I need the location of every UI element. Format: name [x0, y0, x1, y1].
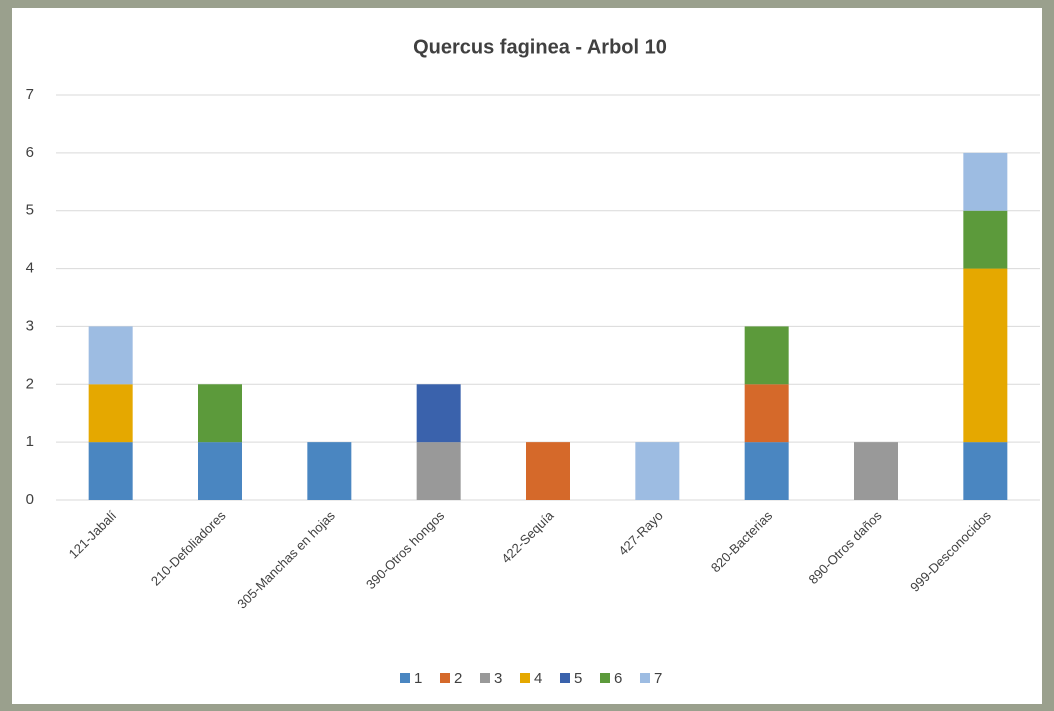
legend-swatch: [600, 673, 610, 683]
legend-swatch: [520, 673, 530, 683]
legend-swatch: [560, 673, 570, 683]
legend-swatch: [440, 673, 450, 683]
legend-label: 5: [574, 670, 582, 687]
chart-area: [12, 8, 1042, 704]
y-tick-label: 6: [26, 144, 34, 161]
y-tick-label: 5: [26, 202, 34, 219]
bar-segment: [416, 384, 461, 443]
legend-label: 6: [614, 670, 622, 687]
bar-segment: [854, 442, 898, 500]
legend-label: 3: [494, 670, 502, 687]
bar-segment: [963, 210, 1008, 269]
bar-segment: [88, 442, 133, 500]
bar-segment: [635, 442, 680, 500]
legend-label: 7: [654, 670, 662, 687]
bar-segment: [744, 442, 789, 500]
bar-segment: [88, 384, 133, 443]
legend-label: 4: [534, 670, 542, 687]
y-tick-label: 3: [26, 317, 34, 334]
bar-segment: [88, 326, 133, 385]
legend-label: 2: [454, 670, 462, 687]
bar-segment: [416, 442, 461, 500]
legend-label: 1: [414, 670, 422, 687]
chart-title: Quercus faginea - Arbol 10: [413, 36, 667, 58]
legend-swatch: [400, 673, 410, 683]
bar-segment: [963, 152, 1008, 211]
bar-segment: [744, 326, 789, 385]
y-tick-label: 0: [26, 491, 34, 508]
bar-segment: [198, 384, 242, 443]
y-tick-label: 2: [26, 375, 34, 392]
bar-segment: [307, 442, 352, 500]
bar-segment: [526, 442, 570, 500]
bar-segment: [963, 268, 1008, 443]
bar-segment: [744, 384, 789, 443]
bar-segment: [963, 442, 1008, 500]
bar-segment: [198, 442, 242, 500]
y-tick-label: 7: [26, 86, 34, 103]
legend-swatch: [480, 673, 490, 683]
y-tick-label: 1: [26, 433, 34, 450]
legend-swatch: [640, 673, 650, 683]
y-tick-label: 4: [26, 260, 34, 277]
